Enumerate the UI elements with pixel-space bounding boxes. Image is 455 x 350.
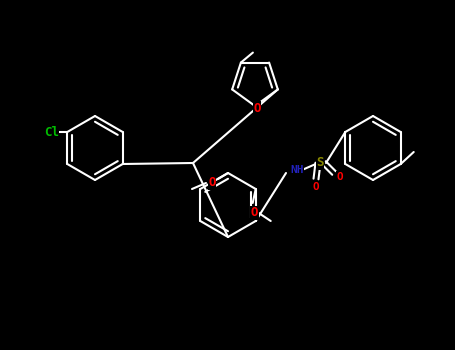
Text: O: O — [251, 206, 258, 219]
Text: O: O — [313, 182, 319, 192]
Text: NH: NH — [290, 165, 303, 175]
Text: Cl: Cl — [44, 126, 59, 139]
Text: O: O — [337, 172, 344, 182]
Text: S: S — [316, 156, 324, 169]
Text: O: O — [208, 176, 216, 189]
Text: O: O — [253, 102, 261, 114]
